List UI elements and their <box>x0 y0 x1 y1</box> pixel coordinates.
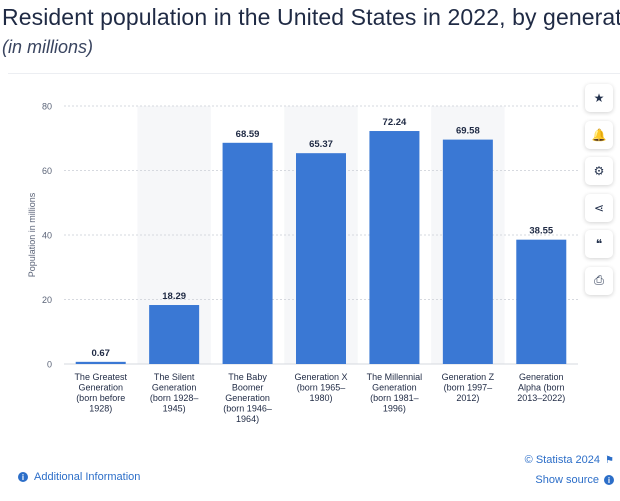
data-label: 38.55 <box>529 226 553 237</box>
copyright-line: © Statista 2024 ⚑ <box>525 454 614 466</box>
bar <box>442 139 493 364</box>
x-tick-label: The Silent Generation (born 1928– 1945) <box>150 372 199 414</box>
show-source-link[interactable]: Show source i <box>525 474 614 486</box>
bar <box>296 153 346 364</box>
y-tick-label: 20 <box>42 295 52 305</box>
x-tick-label-line: Generation <box>152 383 197 393</box>
x-tick-label-line: Generation X <box>294 372 347 382</box>
flag-icon[interactable]: ⚑ <box>605 454 614 466</box>
gear-icon: ⚙ <box>593 164 605 178</box>
x-tick-label: Generation X (born 1965– 1980) <box>294 372 347 403</box>
y-tick-label: 40 <box>42 231 52 241</box>
x-tick-label-line: (born before <box>76 393 125 403</box>
data-label: 68.59 <box>236 129 260 140</box>
x-tick-label-line: 1996) <box>383 404 406 414</box>
share-icon: ⋖ <box>593 200 605 215</box>
info-icon: i <box>18 472 28 482</box>
additional-information-link[interactable]: i Additional Information <box>18 471 140 483</box>
star-icon-button[interactable]: ★ <box>585 84 613 112</box>
x-tick-label-line: (born 1997– <box>444 383 493 393</box>
bar <box>149 305 200 364</box>
x-tick-label-line: 2012) <box>456 393 479 403</box>
bell-icon-button[interactable]: 🔔 <box>585 120 613 149</box>
x-tick-label-line: The Silent <box>154 372 195 382</box>
y-tick-label: 0 <box>47 360 52 370</box>
x-tick-label-line: (born 1946– <box>223 404 272 414</box>
x-tick-label-line: 1945) <box>163 404 186 414</box>
bell-icon: 🔔 <box>591 127 607 142</box>
footer-source: © Statista 2024 ⚑ Show source i <box>525 454 614 494</box>
bar <box>75 361 126 364</box>
x-tick-label-line: 1980) <box>309 393 332 403</box>
x-tick-label-line: Generation <box>519 372 564 382</box>
x-tick-label: The Baby Boomer Generation (born 1946– 1964) <box>223 372 272 424</box>
x-tick-label: The Millennial Generation (born 1981– 1996) <box>367 372 423 414</box>
x-tick-label: Generation Z (born 1997– 2012) <box>442 372 495 403</box>
info-icon: i <box>604 475 614 485</box>
print-icon-button[interactable]: ⎙ <box>585 266 613 295</box>
share-icon-button[interactable]: ⋖ <box>585 193 613 222</box>
x-tick-label-line: 2013–2022) <box>517 393 565 403</box>
quote-icon-button[interactable]: ❝ <box>585 230 613 258</box>
quote-icon: ❝ <box>595 237 603 251</box>
data-label: 72.24 <box>383 117 407 128</box>
chart-panel: 0 20 40 60 80 Population in millions 0.67 The G… <box>8 73 620 501</box>
x-tick-label-line: (born 1981– <box>370 393 419 403</box>
y-tick-label: 60 <box>42 166 52 176</box>
print-icon: ⎙ <box>594 273 604 287</box>
data-label: 18.29 <box>162 291 186 302</box>
x-tick-label-line: The Greatest <box>74 372 127 382</box>
x-tick-label-line: Generation <box>225 393 270 403</box>
x-tick-label-line: The Millennial <box>367 372 423 382</box>
star-icon: ★ <box>593 91 605 105</box>
y-tick-label: 80 <box>42 102 52 112</box>
additional-information-label: Additional Information <box>34 471 141 483</box>
bar <box>369 131 420 364</box>
y-axis-title: Population in millions <box>27 192 37 277</box>
bar-chart: 0 20 40 60 80 Population in millions 0.67 The G… <box>27 102 578 424</box>
x-tick-label-line: The Baby <box>228 372 267 382</box>
gear-icon-button[interactable]: ⚙ <box>585 157 613 185</box>
x-tick-label-line: Generation Z <box>442 372 495 382</box>
page-title: Resident population in the United States… <box>2 4 620 30</box>
x-tick-label-line: (born 1928– <box>150 393 199 403</box>
x-tick-label-line: Generation <box>78 383 123 393</box>
page-subtitle: (in millions) <box>2 37 94 57</box>
x-tick-label-line: Alpha (born <box>518 383 565 393</box>
show-source-label: Show source <box>535 474 599 486</box>
data-label: 69.58 <box>456 126 480 137</box>
bar <box>516 239 567 364</box>
x-tick-label-line: 1928) <box>89 404 112 414</box>
data-label: 65.37 <box>309 139 333 150</box>
data-label: 0.67 <box>91 348 110 359</box>
x-tick-label-line: Boomer <box>232 383 264 393</box>
x-tick-label-line: (born 1965– <box>297 383 346 393</box>
x-tick-label: The Greatest Generation (born before 1928) <box>74 372 127 414</box>
x-tick-label: Generation Alpha (born 2013–2022) <box>517 372 565 403</box>
bar <box>222 142 273 364</box>
copyright-text: © Statista 2024 <box>524 454 601 466</box>
x-tick-label-line: 1964) <box>236 414 259 424</box>
x-tick-label-line: Generation <box>372 383 417 393</box>
